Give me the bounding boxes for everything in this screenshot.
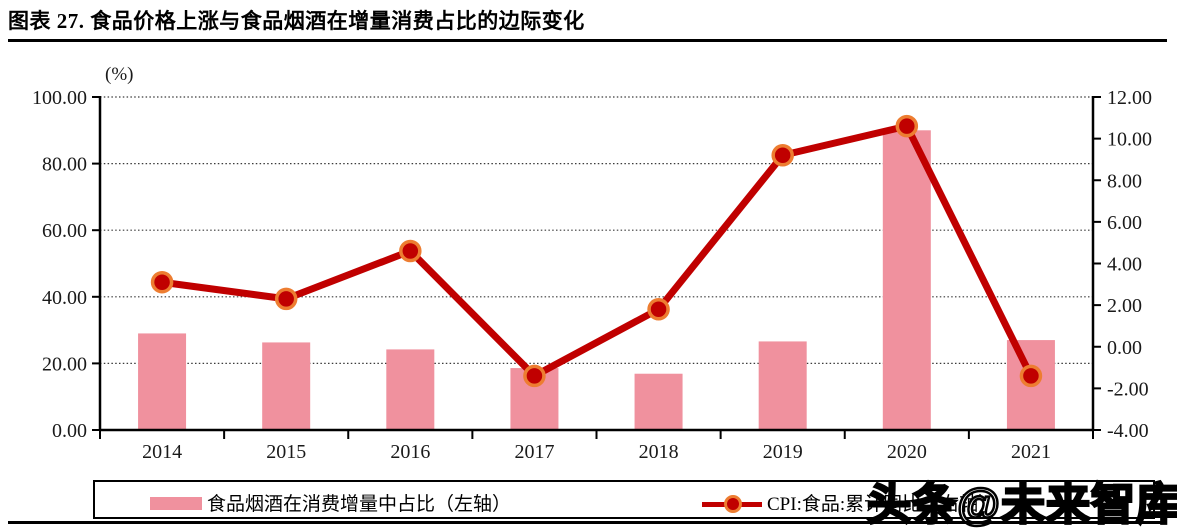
legend-bar-swatch xyxy=(150,497,202,510)
x-axis-ticks: 2014 2015 2016 2017 2018 2019 2020 2021 xyxy=(99,430,1094,463)
right-axis-ticks: -4.00 -2.00 0.00 2.00 4.00 6.00 8.00 10.00 12.00 xyxy=(1093,87,1152,442)
figure-bottom-rule xyxy=(8,521,1167,524)
cpi-line-series xyxy=(150,114,1043,388)
svg-text:40.00: 40.00 xyxy=(42,287,87,309)
svg-text:100.00: 100.00 xyxy=(32,87,87,109)
x-label-2018: 2018 xyxy=(639,441,679,463)
line-point-2014 xyxy=(150,270,174,294)
svg-text:-2.00: -2.00 xyxy=(1107,378,1149,400)
figure-title: 图表 27. 食品价格上涨与食品烟酒在增量消费占比的边际变化 xyxy=(8,9,585,33)
svg-text:-4.00: -4.00 xyxy=(1107,420,1149,442)
legend-line-swatch xyxy=(702,495,762,513)
x-label-2021: 2021 xyxy=(1011,441,1051,463)
svg-text:8.00: 8.00 xyxy=(1107,170,1142,192)
bar-2015 xyxy=(262,342,311,430)
gridlines xyxy=(100,96,1093,364)
title-rule xyxy=(8,39,1167,42)
svg-text:2.00: 2.00 xyxy=(1107,295,1142,317)
bar-series xyxy=(138,130,1055,431)
line-point-2021 xyxy=(1019,364,1043,388)
svg-text:6.00: 6.00 xyxy=(1107,212,1142,234)
legend-label-bars: 食品烟酒在消费增量中占比（左轴） xyxy=(207,494,512,515)
line-point-2016 xyxy=(399,239,422,263)
line-point-2018 xyxy=(647,298,670,321)
axes xyxy=(98,96,1095,432)
x-label-2015: 2015 xyxy=(266,441,306,463)
bar-2018 xyxy=(634,373,683,430)
left-axis-unit: (%) xyxy=(105,64,133,85)
legend: 食品烟酒在消费增量中占比（左轴） CPI:食品:累计同比（右轴） xyxy=(93,480,1155,519)
line-point-2015 xyxy=(274,287,298,311)
x-label-2019: 2019 xyxy=(763,441,803,463)
line-point-2020 xyxy=(895,114,919,138)
line-point-2017 xyxy=(523,364,546,388)
bar-2016 xyxy=(386,349,435,430)
x-label-2016: 2016 xyxy=(390,441,430,463)
legend-label-line: CPI:食品:累计同比（右轴） xyxy=(767,494,998,515)
x-label-2017: 2017 xyxy=(514,441,554,463)
svg-text:0.00: 0.00 xyxy=(1107,337,1142,359)
x-label-2020: 2020 xyxy=(887,441,927,463)
bar-2019 xyxy=(758,341,807,430)
svg-text:12.00: 12.00 xyxy=(1107,87,1152,109)
bar-2014 xyxy=(138,333,187,430)
legend-line-marker-icon xyxy=(724,495,742,513)
svg-text:0.00: 0.00 xyxy=(52,420,87,442)
x-label-2014: 2014 xyxy=(142,441,182,463)
svg-text:60.00: 60.00 xyxy=(42,220,87,242)
left-axis-ticks: 0.00 20.00 40.00 60.00 80.00 100.00 xyxy=(32,87,100,442)
bar-2020 xyxy=(882,130,931,431)
svg-text:20.00: 20.00 xyxy=(42,353,87,375)
svg-text:80.00: 80.00 xyxy=(42,154,87,176)
line-point-2019 xyxy=(771,144,794,167)
svg-text:10.00: 10.00 xyxy=(1107,129,1152,151)
svg-text:4.00: 4.00 xyxy=(1107,254,1142,276)
